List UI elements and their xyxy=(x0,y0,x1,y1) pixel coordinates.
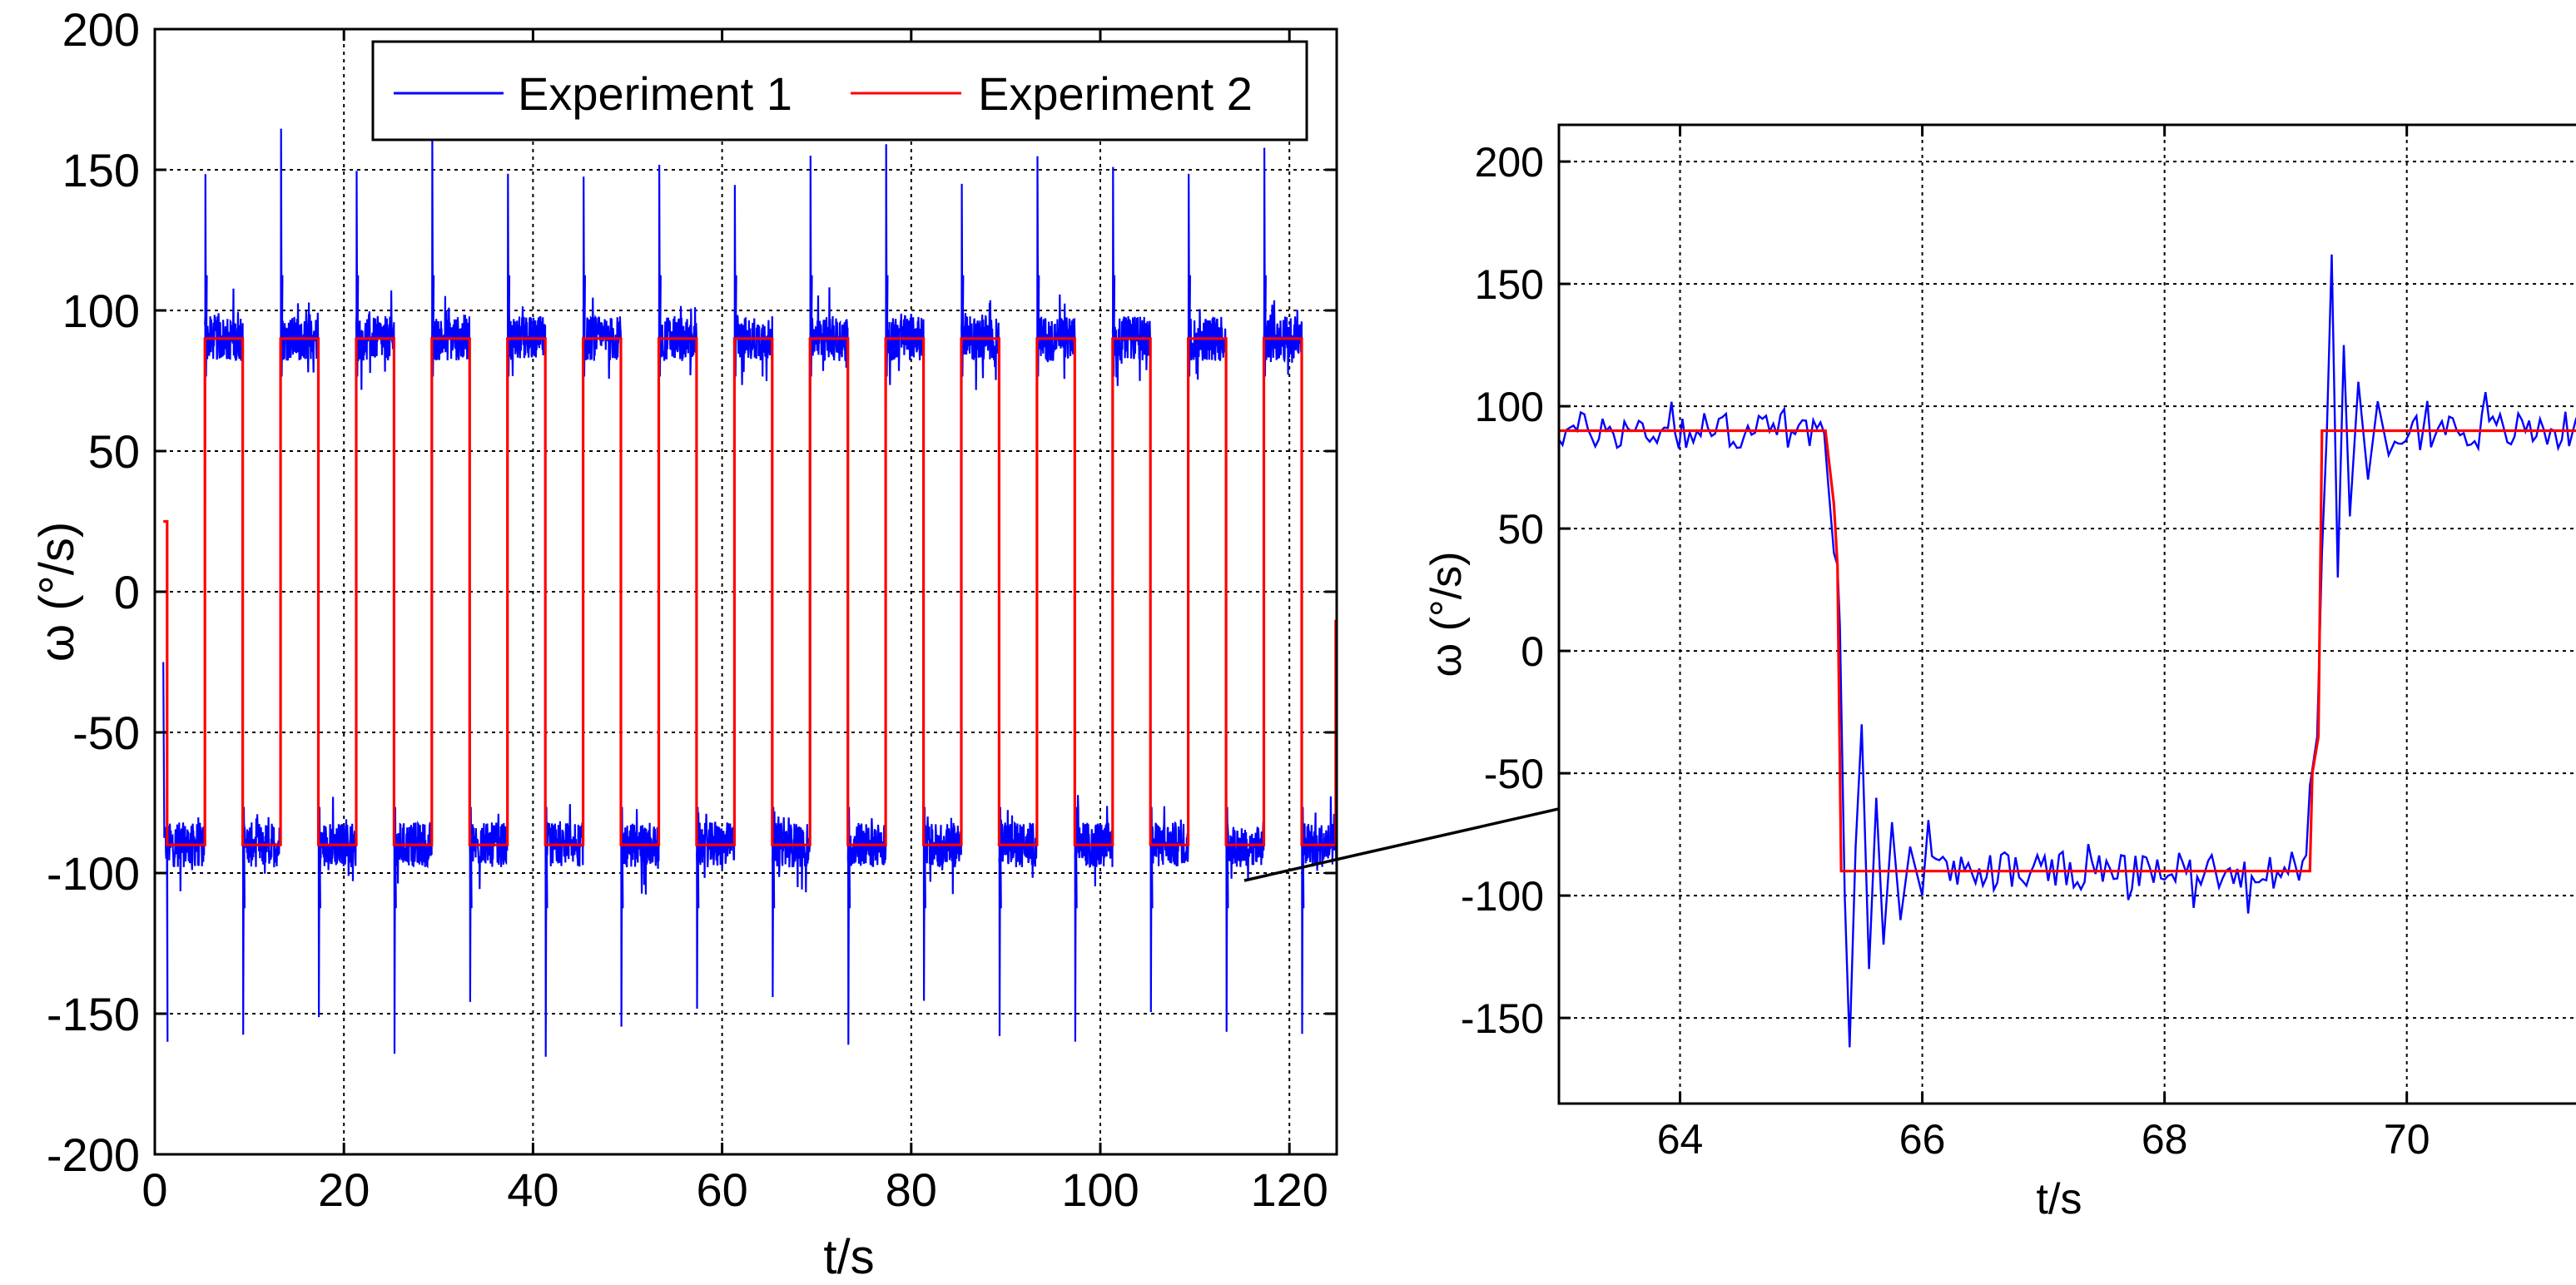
main-grid xyxy=(155,29,1337,1154)
legend-box xyxy=(371,40,1308,141)
y-tick-label: 0 xyxy=(114,566,140,618)
zoom-y-axis-label: ω (°/s) xyxy=(1422,552,1471,677)
zoom-plot-frame xyxy=(1557,123,2576,1105)
zoom-series-experiment-2-line xyxy=(1559,429,2576,873)
legend-label-experiment-2: Experiment 2 xyxy=(978,67,1253,120)
y-tick-label: -50 xyxy=(72,707,140,759)
y-tick-label: 0 xyxy=(1521,628,1544,675)
main-series xyxy=(162,128,1337,1057)
x-tick-label: 120 xyxy=(1250,1163,1328,1216)
y-tick-label: -100 xyxy=(1461,873,1544,920)
zoom-series xyxy=(1559,254,2576,1048)
x-tick-label: 20 xyxy=(318,1163,370,1216)
y-tick-label: 200 xyxy=(62,3,140,56)
x-tick-label: 80 xyxy=(886,1163,937,1216)
x-tick-label: 64 xyxy=(1657,1116,1704,1163)
y-tick-label: -150 xyxy=(1461,995,1544,1042)
zoom-ticks: 64 66 68 70 -150 -100 -50 0 50 100 150 200 xyxy=(1461,125,2430,1163)
x-tick-label: 66 xyxy=(1899,1116,1946,1163)
series-experiment-2-line xyxy=(163,337,1337,846)
main-ticks: 0 20 40 60 80 100 120 -200 -150 -100 -50 0 50 100 150 2… xyxy=(47,3,1337,1216)
zoom-plot-background xyxy=(1559,125,2576,1104)
series-experiment-1-line xyxy=(162,128,1337,1057)
zoom-x-axis-label: t/s xyxy=(2037,1175,2082,1223)
y-tick-label: -100 xyxy=(47,847,140,900)
x-tick-label: 60 xyxy=(696,1163,747,1216)
x-tick-label: 0 xyxy=(141,1163,167,1216)
x-tick-label: 100 xyxy=(1061,1163,1139,1216)
y-tick-label: -150 xyxy=(47,988,140,1040)
legend-label-experiment-1: Experiment 1 xyxy=(518,67,792,120)
y-tick-label: -50 xyxy=(1484,751,1544,797)
y-tick-label: 100 xyxy=(62,285,140,337)
y-tick-label: 200 xyxy=(1475,139,1544,186)
main-chart: 0 20 40 60 80 100 120 -200 -150 -100 -50 0 50 100 150 2… xyxy=(30,3,1338,1284)
x-tick-label: 68 xyxy=(2142,1116,2188,1163)
main-y-axis-label: ω (°/s) xyxy=(30,522,84,662)
y-tick-label: 150 xyxy=(62,144,140,196)
y-tick-label: -200 xyxy=(47,1129,140,1181)
zoom-grid xyxy=(1559,125,2576,1104)
y-tick-label: 150 xyxy=(1475,261,1544,308)
zoom-chart: 64 66 68 70 -150 -100 -50 0 50 100 150 200 t/s ω (°… xyxy=(1422,123,2576,1223)
y-tick-label: 100 xyxy=(1475,384,1544,430)
y-tick-label: 50 xyxy=(88,425,140,478)
x-tick-label: 70 xyxy=(2384,1116,2430,1163)
main-x-axis-label: t/s xyxy=(823,1230,874,1284)
legend: Experiment 1 Experiment 2 xyxy=(371,40,1308,141)
x-tick-label: 40 xyxy=(507,1163,558,1216)
y-tick-label: 50 xyxy=(1497,506,1544,553)
